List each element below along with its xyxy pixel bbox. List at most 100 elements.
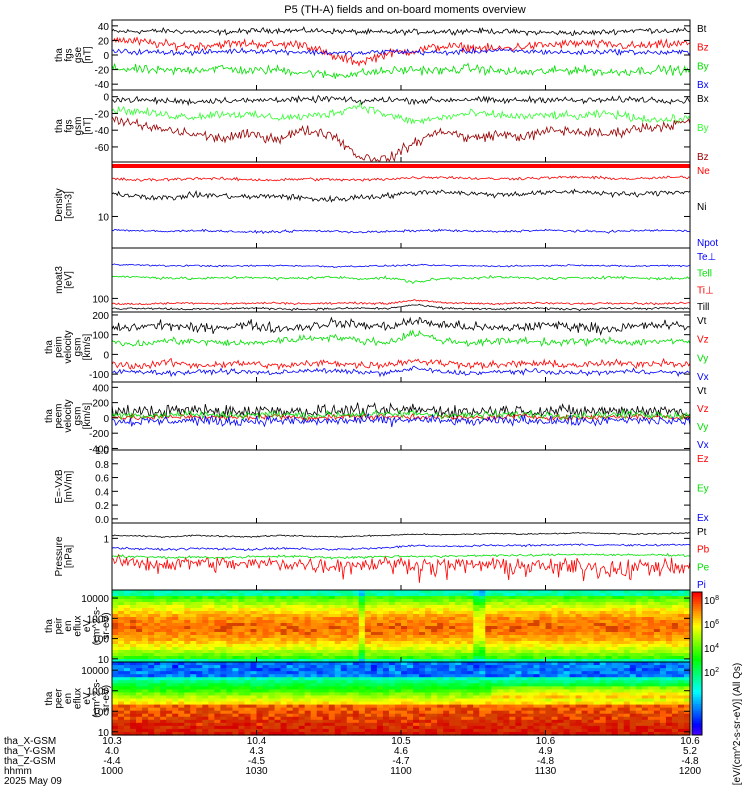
heatmap-cell: [617, 665, 625, 669]
colorbar-segment: [692, 730, 702, 734]
heatmap-cell: [617, 674, 625, 678]
heatmap-cell: [262, 704, 270, 709]
heatmap-cell: [665, 662, 673, 666]
heatmap-cell: [208, 605, 215, 609]
heatmap-cell: [437, 632, 444, 636]
heatmap-cell: [467, 644, 474, 648]
heatmap-cell: [413, 650, 420, 654]
heatmap-cell: [587, 620, 595, 624]
heatmap-cell: [659, 632, 667, 636]
heatmap-cell: [136, 722, 143, 727]
heatmap-cell: [677, 650, 685, 654]
heatmap-cell: [256, 713, 264, 718]
heatmap-cell: [491, 593, 498, 597]
heatmap-cell: [611, 614, 619, 618]
heatmap-cell: [647, 668, 655, 672]
heatmap-cell: [274, 641, 282, 645]
heatmap-cell: [599, 722, 607, 727]
heatmap-cell: [497, 644, 504, 648]
heatmap-cell: [623, 623, 631, 627]
heatmap-cell: [671, 695, 679, 700]
heatmap-cell: [581, 704, 589, 709]
heatmap-cell: [545, 677, 553, 681]
heatmap-cell: [551, 593, 559, 597]
heatmap-cell: [190, 704, 197, 709]
heatmap-cell: [461, 590, 468, 594]
heatmap-cell: [587, 665, 595, 669]
heatmap-cell: [190, 626, 197, 630]
heatmap-cell: [635, 620, 643, 624]
heatmap-cell: [467, 704, 474, 709]
heatmap-cell: [292, 689, 300, 694]
heatmap-cell: [232, 716, 240, 721]
heatmap-cell: [443, 662, 450, 666]
heatmap-cell: [340, 617, 348, 621]
heatmap-cell: [449, 722, 456, 727]
heatmap-cell: [671, 698, 679, 703]
heatmap-cell: [641, 647, 649, 651]
heatmap-cell: [557, 623, 565, 627]
heatmap-cell: [382, 593, 390, 597]
heatmap-cell: [262, 653, 270, 657]
heatmap-cell: [671, 635, 679, 639]
heatmap-cell: [539, 716, 547, 721]
heatmap-cell: [166, 716, 173, 721]
series-line-Te⊥: [111, 263, 691, 268]
heatmap-cell: [232, 665, 240, 669]
heatmap-cell: [226, 605, 234, 609]
y-tick-label: -20: [95, 66, 110, 77]
heatmap-cell: [118, 599, 125, 603]
heatmap-cell: [407, 617, 414, 621]
y-axis-label: thapeimvelocitygsm[km/s]: [44, 330, 93, 363]
heatmap-cell: [539, 617, 547, 621]
heatmap-cell: [425, 590, 432, 594]
heatmap-cell: [274, 599, 282, 603]
heatmap-cell: [388, 614, 396, 618]
heatmap-cell: [262, 731, 270, 736]
y-axis-label-line: eflux: [73, 688, 84, 709]
heatmap-cell: [364, 674, 372, 678]
heatmap-cell: [256, 680, 264, 684]
heatmap-cell: [340, 692, 348, 697]
heatmap-cell: [683, 662, 691, 666]
heatmap-cell: [280, 644, 288, 648]
heatmap-cell: [334, 620, 342, 624]
heatmap-cell: [485, 605, 492, 609]
heatmap-cell: [455, 656, 462, 660]
heatmap-cell: [202, 593, 209, 597]
heatmap-cell: [262, 617, 270, 621]
heatmap-cell: [370, 704, 378, 709]
y-axis-label: thapeirenefluxeV(cm^2-s-sr-eV): [44, 607, 112, 646]
heatmap-cell: [244, 683, 252, 687]
heatmap-cell: [244, 635, 252, 639]
heatmap-cell: [635, 671, 643, 675]
heatmap-cell: [310, 707, 318, 712]
heatmap-cell: [443, 593, 450, 597]
heatmap-cell: [358, 632, 366, 636]
heatmap-cell: [557, 620, 565, 624]
heatmap-cell: [659, 644, 667, 648]
heatmap-cell: [521, 602, 529, 606]
heatmap-cell: [316, 653, 324, 657]
heatmap-cell: [376, 611, 384, 615]
heatmap-cell: [491, 647, 498, 651]
heatmap-cell: [190, 719, 197, 724]
heatmap-cell: [262, 620, 270, 624]
heatmap-cell: [479, 632, 486, 636]
heatmap-cell: [557, 647, 565, 651]
heatmap-cell: [298, 605, 306, 609]
heatmap-cell: [316, 620, 324, 624]
heatmap-cell: [575, 653, 583, 657]
series-line-By: [111, 101, 691, 125]
heatmap-cell: [292, 626, 300, 630]
heatmap-cell: [388, 647, 396, 651]
heatmap-cell: [178, 710, 185, 715]
heatmap-cell: [268, 731, 276, 736]
heatmap-cell: [677, 608, 685, 612]
heatmap-cell: [244, 722, 252, 727]
heatmap-cell: [364, 731, 372, 736]
heatmap-cell: [328, 680, 336, 684]
heatmap-cell: [244, 695, 252, 700]
heatmap-cell: [539, 683, 547, 687]
heatmap-cell: [148, 656, 155, 660]
